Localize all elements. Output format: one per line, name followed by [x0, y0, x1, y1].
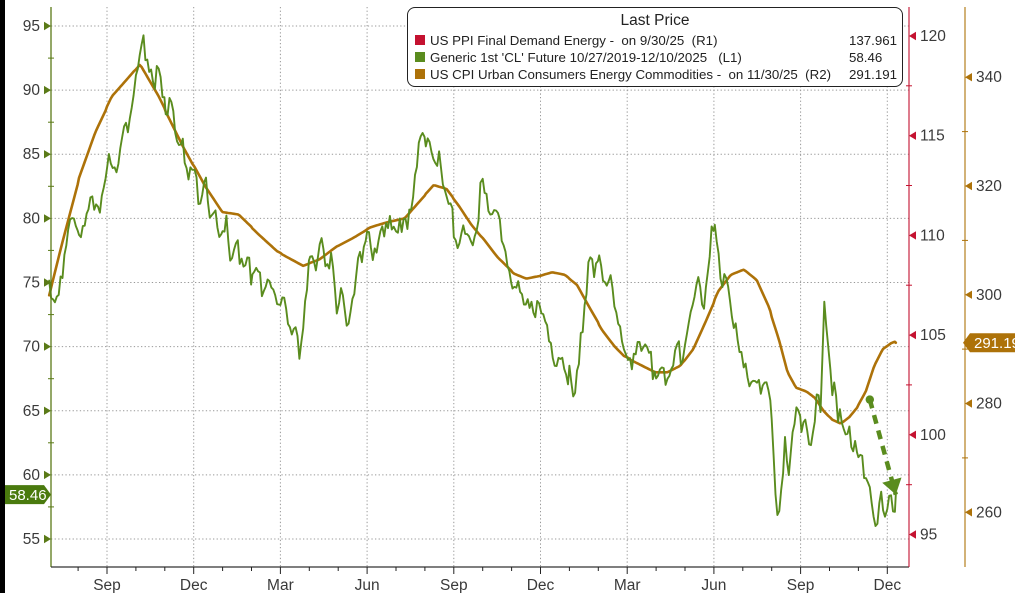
svg-text:85: 85	[23, 146, 40, 163]
svg-text:100: 100	[920, 427, 946, 444]
svg-text:280: 280	[976, 396, 1002, 413]
svg-text:Jun: Jun	[355, 577, 380, 593]
svg-text:115: 115	[920, 128, 945, 145]
svg-text:90: 90	[23, 82, 41, 99]
svg-text:Jun: Jun	[701, 577, 726, 593]
svg-text:Dec: Dec	[874, 577, 902, 593]
svg-text:105: 105	[920, 327, 946, 344]
svg-text:95: 95	[23, 18, 40, 35]
svg-text:Mar: Mar	[614, 577, 641, 593]
svg-text:55: 55	[23, 531, 40, 548]
svg-text:60: 60	[23, 467, 41, 484]
svg-text:Dec: Dec	[180, 577, 208, 593]
svg-text:70: 70	[23, 339, 41, 356]
svg-text:Sep: Sep	[93, 577, 121, 593]
svg-text:110: 110	[920, 227, 945, 244]
svg-text:340: 340	[976, 69, 1002, 86]
svg-text:Sep: Sep	[787, 577, 815, 593]
svg-text:320: 320	[976, 178, 1002, 195]
svg-text:Dec: Dec	[527, 577, 555, 593]
svg-text:291.191: 291.191	[974, 335, 1015, 352]
svg-text:300: 300	[976, 287, 1002, 304]
svg-text:120: 120	[920, 28, 946, 45]
svg-text:Mar: Mar	[267, 577, 294, 593]
svg-text:58.46: 58.46	[9, 487, 47, 504]
svg-text:260: 260	[976, 504, 1002, 521]
svg-text:75: 75	[23, 275, 40, 292]
svg-text:Sep: Sep	[440, 577, 468, 593]
svg-text:95: 95	[920, 527, 937, 544]
svg-text:65: 65	[23, 403, 40, 420]
svg-text:80: 80	[23, 210, 41, 227]
